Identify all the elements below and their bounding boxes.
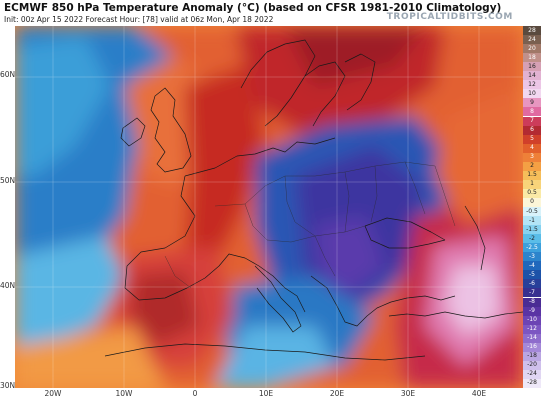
lat-label-40n: 40N [0,281,16,290]
watermark: TROPICALTIDBITS.COM [386,12,513,22]
colorbar-level: -18 [523,351,541,361]
map-subtitle: Init: 00z Apr 15 2022 Forecast Hour: [78… [4,15,274,24]
lat-label-60n: 60N [0,70,16,79]
latitude-axis: 60N 50N 40N 30N [0,26,16,390]
colorbar-level: 10 [523,89,541,99]
colorbar-level: 4 [523,143,541,153]
colorbar-level: 3 [523,152,541,162]
colorbar-level: 28 [523,26,541,36]
country-borders [164,161,456,289]
colorbar-level: -1 [523,216,541,226]
colorbar-level: 1.5 [523,170,541,180]
colorbar-level: 8 [523,107,541,117]
colorbar-level: -7 [523,288,541,298]
colorbar-level: -3 [523,252,541,262]
finland-coastline [344,53,376,111]
longitude-axis: 20W 10W 0 10E 20E 30E 40E [15,388,523,400]
colorbar-level: 0 [523,197,541,207]
north-coastline [184,137,336,177]
colorbar-level: 6 [523,125,541,135]
colorbar-level: -28 [523,378,541,388]
colorbar-legend: 28 24 20 18 16 14 12 10 9 8 7 6 5 4 3 2 1.5 1 0.5 0 -0.5 -1 -1… [523,26,541,388]
colorbar-level: -6 [523,279,541,289]
black-sea-coastline [364,217,446,241]
lon-label-40e: 40E [471,389,487,398]
colorbar-level: -12 [523,324,541,334]
anomaly-field [15,26,523,388]
colorbar-level: 1 [523,179,541,189]
norway-coastline [240,39,316,127]
colorbar-level: -5 [523,270,541,280]
lon-label-10w: 10W [115,389,133,398]
ireland-coastline [120,117,146,147]
lon-label-0: 0 [192,389,198,398]
sweden-coastline [304,61,346,127]
colorbar-level: 14 [523,71,541,81]
colorbar-level: -16 [523,342,541,352]
temperature-anomaly-map [15,26,523,388]
colorbar-level: -0.5 [523,207,541,217]
lon-label-20w: 20W [44,389,62,398]
graticule [15,26,523,388]
colorbar-level: 9 [523,98,541,108]
lat-label-50n: 50N [0,176,16,185]
colorbar-level: -2.5 [523,243,541,253]
caspian-coastline [464,205,486,271]
colorbar-level: -14 [523,333,541,343]
colorbar-level: -20 [523,360,541,370]
lon-label-30e: 30E [400,389,416,398]
colorbar-level: 16 [523,62,541,72]
france-iberia-coastline [124,175,306,313]
colorbar-level: -9 [523,306,541,316]
colorbar-level: 12 [523,80,541,90]
colorbar-level: -10 [523,315,541,325]
lon-label-10e: 10E [258,389,274,398]
colorbar-level: 5 [523,134,541,144]
lon-label-20e: 20E [329,389,345,398]
colorbar-level: 20 [523,44,541,54]
colorbar-level: 0.5 [523,188,541,198]
italy-coastline [254,265,302,333]
colorbar-level: -2 [523,234,541,244]
black-sea-south-coastline [364,225,446,249]
colorbar-level: -4 [523,261,541,271]
britain-coastline [150,87,192,173]
colorbar-level: -8 [523,297,541,307]
turkey-coastline [388,311,523,319]
coastlines [104,39,523,361]
colorbar-level: 7 [523,116,541,126]
colorbar-level: 2 [523,161,541,171]
colorbar-level: -24 [523,369,541,379]
colorbar-level: 24 [523,35,541,45]
north-africa-coastline [104,343,426,361]
header: ECMWF 850 hPa Temperature Anomaly (°C) (… [0,0,541,26]
lat-label-30n: 30N [0,381,16,390]
balkans-coastline [310,275,456,327]
colorbar-level: 18 [523,53,541,63]
colorbar-level: -1.5 [523,225,541,235]
map-title: ECMWF 850 hPa Temperature Anomaly (°C) (… [4,2,502,14]
